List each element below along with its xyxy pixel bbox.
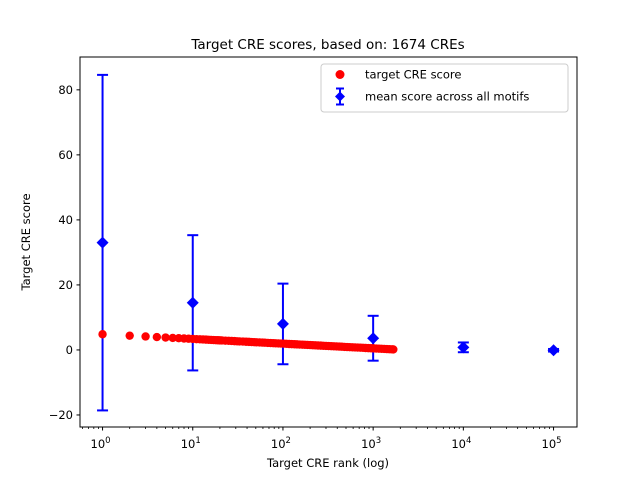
diamond-marker	[186, 296, 199, 309]
x-tick-label: 105	[542, 436, 562, 451]
legend-circle-marker-icon	[335, 70, 345, 79]
y-tick-label: 60	[58, 148, 73, 162]
x-tick-label: 102	[271, 436, 291, 451]
diamond-marker	[96, 236, 109, 249]
diamond-marker	[547, 344, 560, 357]
errorbar-point	[186, 234, 199, 372]
y-axis-label: Target CRE score	[19, 193, 33, 291]
legend-entry-mean-score: mean score across all motifs	[365, 90, 529, 104]
y-tick-label: 80	[58, 83, 73, 97]
scatter-point	[161, 333, 170, 342]
diamond-marker	[457, 341, 470, 354]
diamond-marker	[367, 332, 380, 345]
y-tick-label: −20	[49, 408, 73, 422]
y-tick-label: 40	[58, 213, 73, 227]
x-tick-label: 104	[451, 436, 471, 451]
x-tick-label: 101	[181, 436, 201, 451]
scatter-point	[152, 332, 162, 342]
y-tick-label: 0	[66, 343, 73, 357]
errorbar-point	[367, 314, 380, 362]
y-tick-label: 20	[58, 278, 73, 292]
legend-box	[320, 63, 569, 113]
errorbar-point	[547, 344, 560, 357]
legend-entry-target-cre-score: target CRE score	[365, 68, 461, 82]
axes-frame	[79, 56, 578, 428]
errorbar-point	[96, 73, 109, 412]
errorbar-point	[457, 341, 470, 354]
scatter-point	[389, 345, 398, 354]
diamond-marker	[276, 317, 289, 330]
x-tick-label: 100	[91, 436, 111, 451]
x-axis-label: Target CRE rank (log)	[266, 456, 389, 470]
chart-title: Target CRE scores, based on: 1674 CREs	[190, 37, 464, 53]
legend: target CRE score mean score across all m…	[320, 63, 569, 113]
scatter-point	[98, 330, 107, 339]
legend-diamond-errorbar-icon	[335, 87, 345, 106]
scatter-point	[168, 333, 177, 343]
errorbar-point	[276, 282, 289, 366]
scatter-point	[125, 331, 134, 340]
x-tick-label: 103	[361, 436, 381, 451]
plot-area	[80, 57, 577, 427]
scatter-point	[141, 332, 150, 341]
